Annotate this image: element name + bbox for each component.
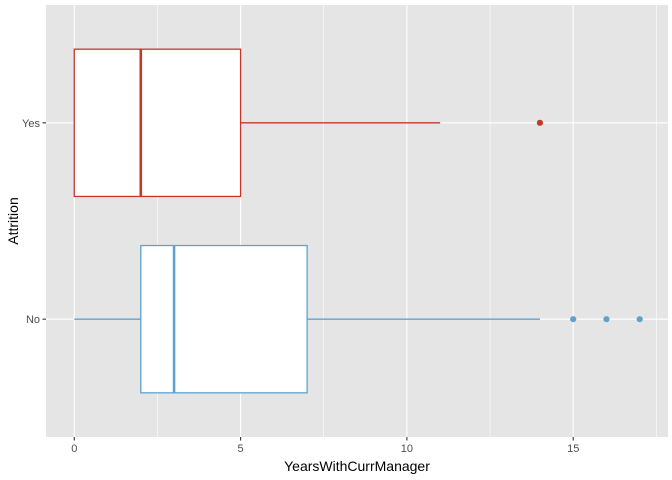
outlier-point-yes xyxy=(536,119,544,126)
axes: 0 5 10 15 No Yes xyxy=(22,118,579,455)
y-tick-label: No xyxy=(26,314,40,326)
outlier-point-no xyxy=(636,316,643,323)
x-tick-label: 10 xyxy=(401,443,413,455)
x-axis-title: YearsWithCurrManager xyxy=(284,458,430,474)
box-yes xyxy=(73,48,242,198)
y-tick-label: Yes xyxy=(22,118,40,130)
x-tick-label: 0 xyxy=(71,443,77,455)
y-axis-title: Attrition xyxy=(5,197,21,244)
outlier-point-no xyxy=(570,316,577,323)
box-no xyxy=(140,244,308,394)
x-tick-label: 15 xyxy=(567,443,579,455)
boxes xyxy=(73,48,643,394)
x-tick-label: 5 xyxy=(238,443,244,455)
outlier-point-no xyxy=(603,316,610,323)
